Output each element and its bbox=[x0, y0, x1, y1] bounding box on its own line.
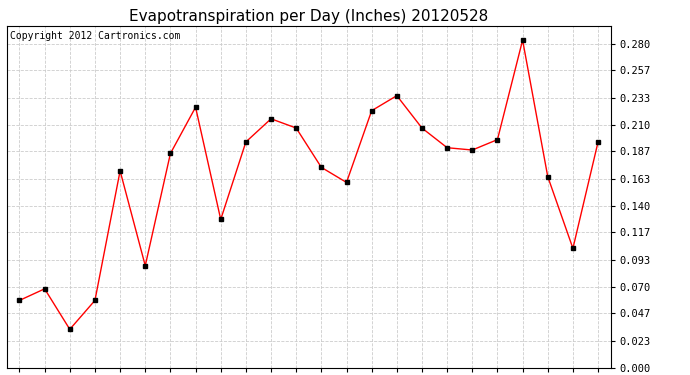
Title: Evapotranspiration per Day (Inches) 20120528: Evapotranspiration per Day (Inches) 2012… bbox=[129, 9, 489, 24]
Text: Copyright 2012 Cartronics.com: Copyright 2012 Cartronics.com bbox=[10, 32, 180, 41]
